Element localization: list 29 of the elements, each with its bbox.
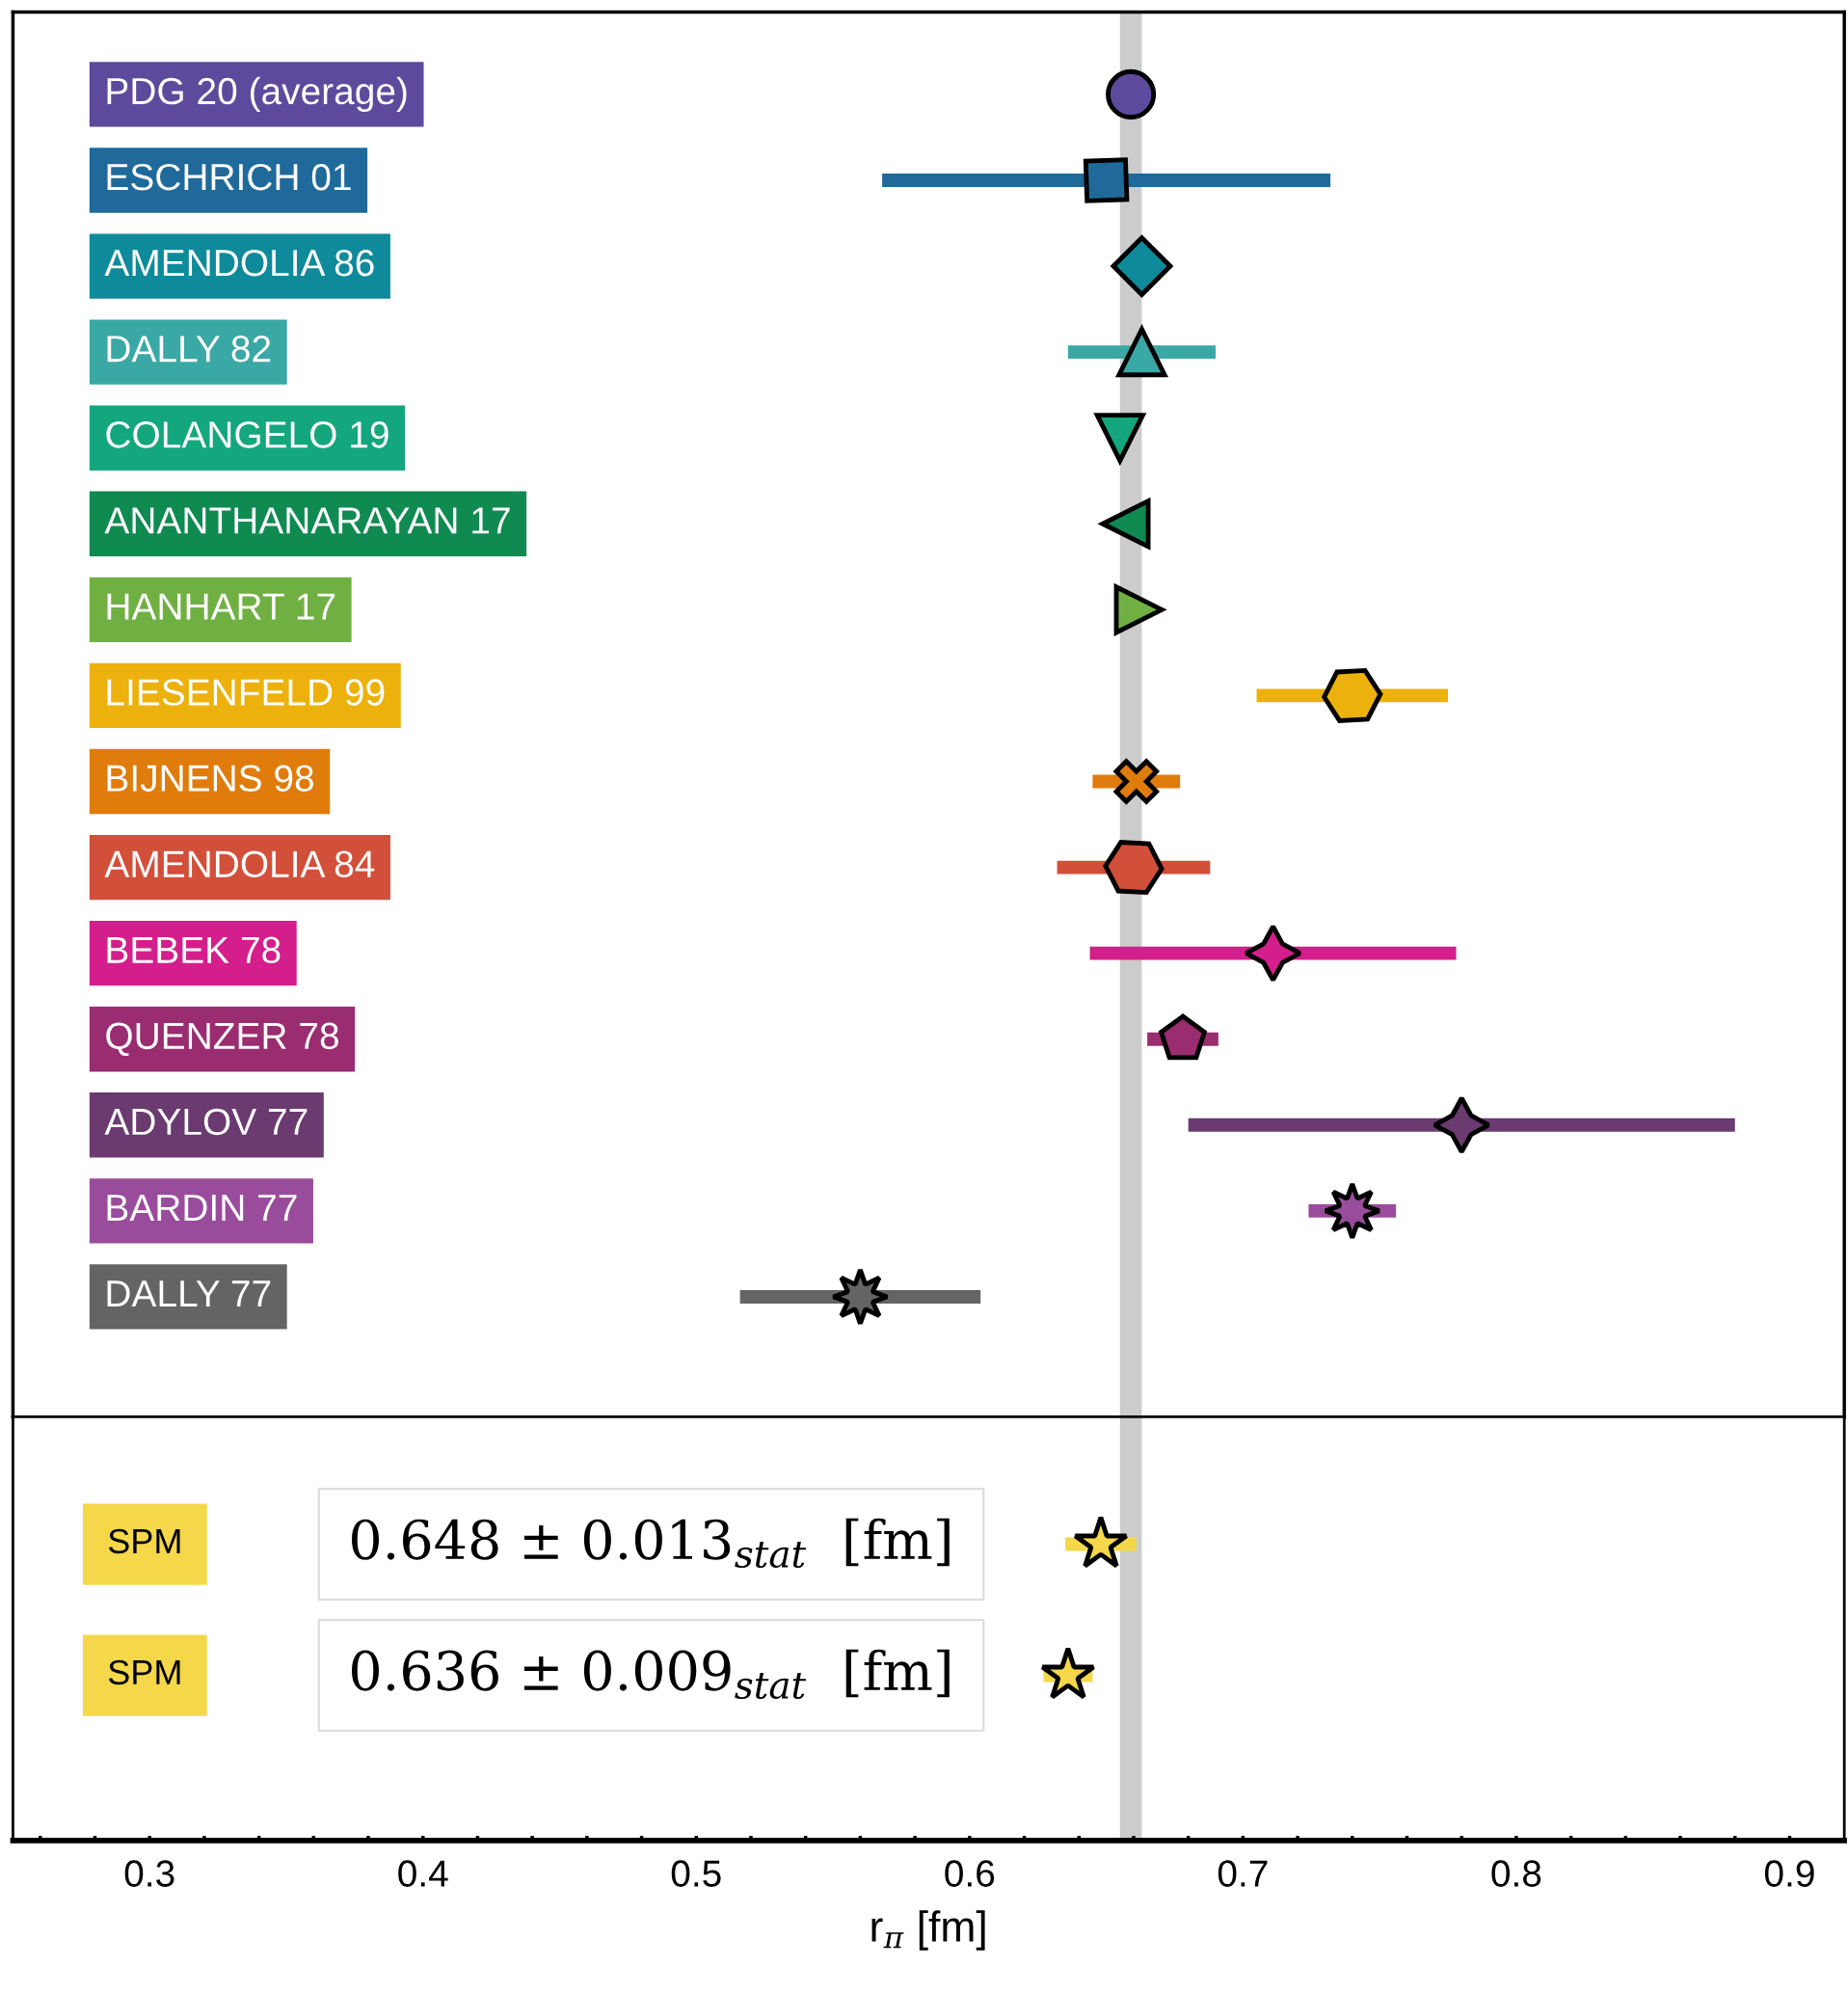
category-label: BEBEK 78	[107, 936, 281, 964]
x-tick-label: 0.6	[945, 1860, 995, 1887]
x-axis-title: r$_{π}$ [fm]	[871, 1910, 985, 1951]
x-tick-label: 0.7	[1218, 1860, 1268, 1887]
y-tick-label: SPM	[108, 1528, 180, 1554]
point	[1103, 840, 1165, 895]
annotation: 0.648 ± 0.013$_{stat}$ [fm]	[351, 1518, 950, 1569]
point	[1322, 668, 1383, 723]
category-label: DALLY 82	[107, 336, 271, 363]
x-tick-label: 0.5	[671, 1860, 721, 1887]
category-label: AMENDOLIA 84	[104, 850, 375, 878]
x-tick-label: 0.4	[398, 1860, 448, 1887]
category-label: COLANGELO 19	[106, 421, 388, 448]
category-label: ESCHRICH 01	[107, 163, 351, 191]
x-tick-label: 0.3	[124, 1860, 174, 1887]
category-label: AMENDOLIA 86	[104, 249, 374, 277]
category-label: BIJNENS 98	[107, 765, 314, 792]
category-label: HANHART 17	[107, 593, 335, 620]
category-label: DALLY 77	[107, 1280, 271, 1306]
category-label: LIESENFELD 99	[107, 679, 385, 706]
category-label: ANANTHANARAYAN 17	[104, 507, 510, 534]
category-label: PDG 20 (average)	[107, 76, 407, 113]
x-tick-label: 0.8	[1491, 1860, 1541, 1887]
category-label: ADYLOV 77	[104, 1108, 308, 1136]
x-tick-label: 0.9	[1764, 1860, 1814, 1887]
y-tick-label: SPM	[108, 1659, 180, 1685]
category-label: BARDIN 77	[107, 1195, 297, 1221]
category-label: QUENZER 78	[106, 1022, 338, 1057]
annotation: 0.636 ± 0.009$_{stat}$ [fm]	[351, 1649, 950, 1700]
